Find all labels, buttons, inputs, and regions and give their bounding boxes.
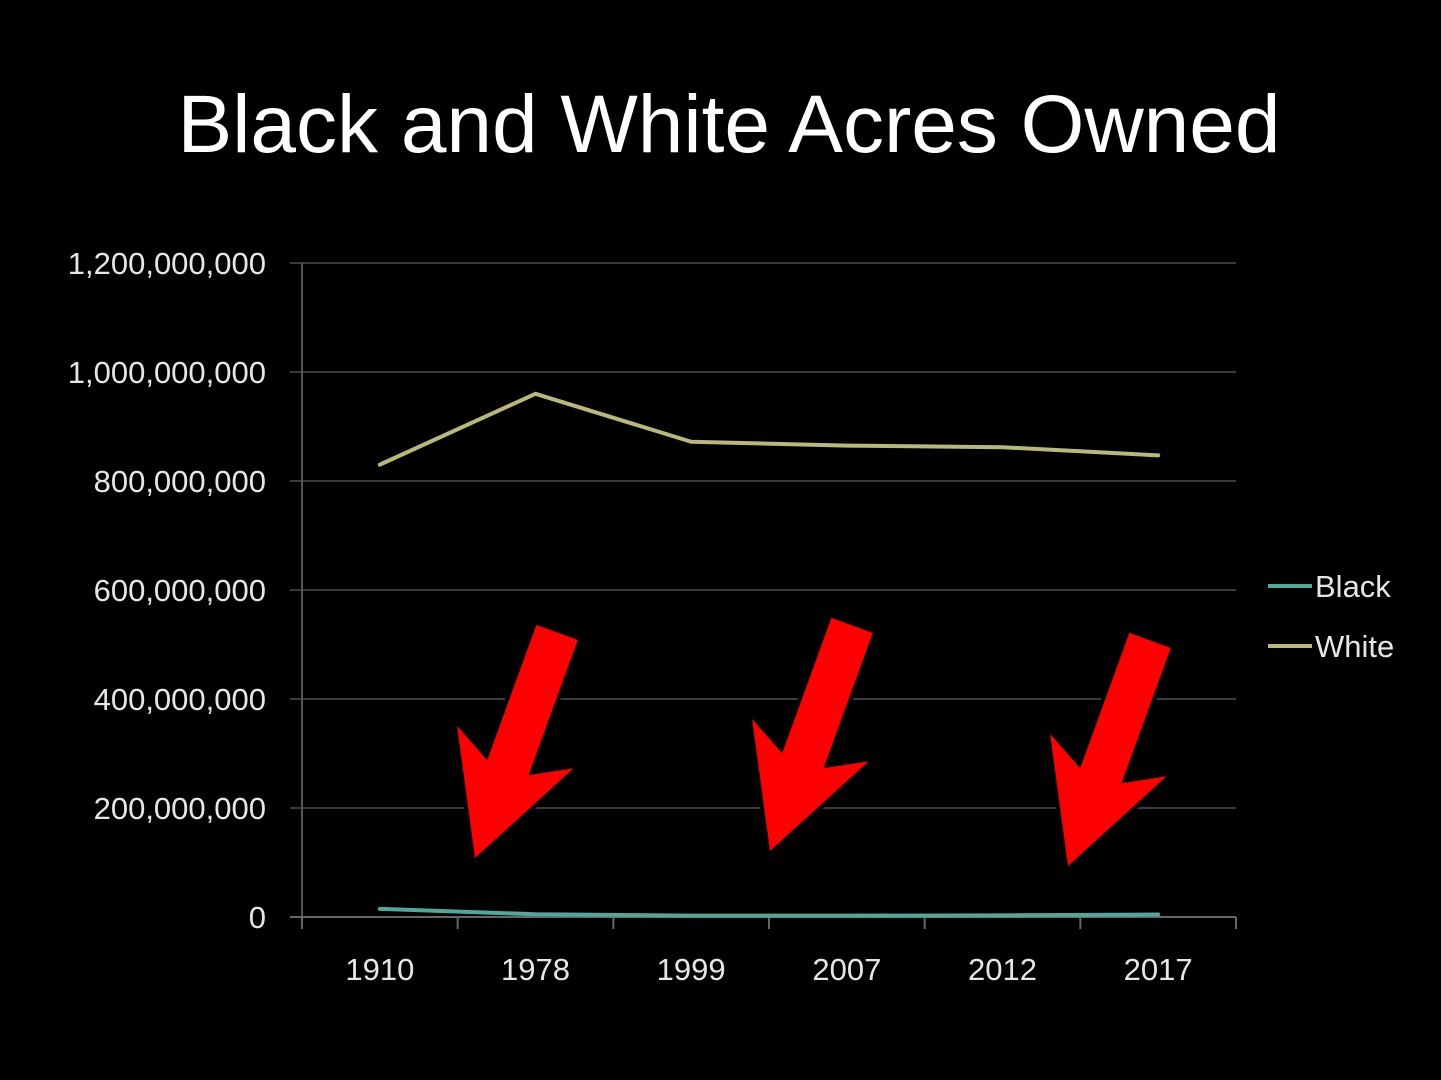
red-arrow-icon: [1046, 628, 1175, 870]
y-tick-label: 600,000,000: [94, 573, 266, 608]
y-tick-label: 1,200,000,000: [68, 246, 266, 281]
legend: Black White: [1268, 569, 1394, 664]
y-tick-label: 800,000,000: [94, 464, 266, 499]
x-tick-label: 2007: [812, 952, 881, 987]
series-line-black: [377, 906, 1161, 918]
gridlines: [290, 262, 1236, 809]
series-lines: [377, 391, 1161, 918]
red-arrow-icon: [453, 620, 582, 862]
y-tick-label: 0: [249, 900, 266, 935]
legend-label-white: White: [1315, 629, 1394, 664]
y-tick-labels: 0 200,000,000 400,000,000 600,000,000 800,00…: [68, 246, 266, 935]
x-tick-label: 2012: [968, 952, 1037, 987]
y-tick-label: 400,000,000: [94, 682, 266, 717]
x-tick-label: 2017: [1124, 952, 1193, 987]
x-tick-label: 1999: [657, 952, 726, 987]
series-line-white: [377, 391, 1161, 467]
x-tick-label: 1978: [501, 952, 570, 987]
chart-title: Black and White Acres Owned: [177, 79, 1281, 170]
red-arrow-icon: [748, 613, 877, 855]
y-tick-label: 1,000,000,000: [68, 355, 266, 390]
legend-label-black: Black: [1315, 569, 1391, 604]
x-tick-labels: 1910 1978 1999 2007 2012 2017: [345, 952, 1192, 987]
y-tick-label: 200,000,000: [94, 791, 266, 826]
annotation-arrows: [453, 613, 1175, 870]
x-tick-label: 1910: [345, 952, 414, 987]
